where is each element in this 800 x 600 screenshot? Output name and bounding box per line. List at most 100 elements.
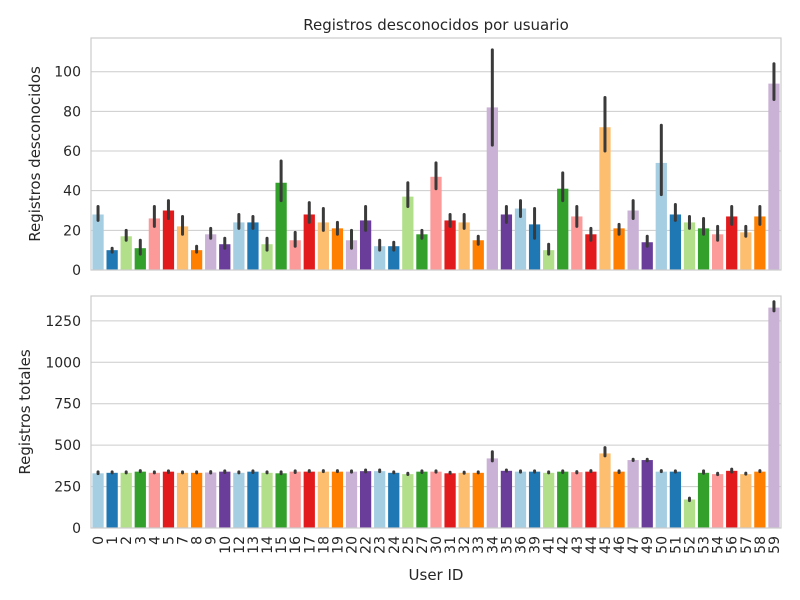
bottom-chart-bar-7 <box>176 472 189 528</box>
bottom-chart-bar-1 <box>106 472 118 528</box>
x-tick-label: 0 <box>91 536 107 545</box>
top-chart-bar-53 <box>697 228 710 270</box>
bottom-chart-y-ticks: 0 250 500 750 1000 1250 <box>45 314 81 537</box>
x-tick-label: 58 <box>753 536 769 554</box>
x-tick-label: 8 <box>190 536 206 545</box>
top-chart-bar-57 <box>740 232 752 270</box>
top-chart-bar-14 <box>261 244 273 270</box>
bottom-chart-bar-31 <box>444 473 456 528</box>
bottom-chart-bar-41 <box>543 472 555 528</box>
top-chart-y-tick-label: 20 <box>63 223 81 239</box>
top-chart: Registros desconocidos por usuario Regis… <box>26 16 782 279</box>
x-tick-label: 25 <box>401 536 417 554</box>
top-chart-bar-15 <box>275 182 287 270</box>
x-tick-label: 5 <box>161 536 177 545</box>
bottom-chart-bar-49 <box>641 460 653 528</box>
x-tick-label: 22 <box>359 536 375 554</box>
bottom-chart-error-bars <box>96 300 776 503</box>
top-chart-title: Registros desconocidos por usuario <box>303 16 569 34</box>
top-chart-bar-24 <box>388 246 400 270</box>
bottom-chart-bar-13 <box>247 471 259 528</box>
x-tick-label: 24 <box>387 536 403 554</box>
bottom-chart-bar-17 <box>303 471 315 528</box>
x-tick-label: 45 <box>598 536 614 554</box>
x-tick-label: 53 <box>697 536 713 554</box>
bottom-chart-y-tick-label: 500 <box>54 438 81 454</box>
top-chart-bar-0 <box>92 214 104 270</box>
bottom-chart-bar-30 <box>430 471 442 528</box>
x-tick-label: 43 <box>570 536 586 554</box>
top-chart-error-bars <box>96 48 776 256</box>
x-tick-label: 7 <box>176 536 192 545</box>
bottom-chart-bar-24 <box>388 472 400 528</box>
bottom-chart-bar-8 <box>190 472 203 528</box>
top-chart-bar-51 <box>669 214 682 270</box>
x-tick-label: 14 <box>260 536 276 554</box>
x-tick-label: 18 <box>316 536 332 554</box>
top-chart-bar-54 <box>712 234 724 270</box>
x-tick-label: 44 <box>584 536 600 554</box>
bottom-chart-bar-5 <box>162 471 175 528</box>
top-chart-bar-47 <box>627 210 639 270</box>
top-chart-bar-20 <box>345 240 358 270</box>
x-tick-label: 47 <box>626 536 642 554</box>
top-chart-bar-32 <box>458 222 470 270</box>
top-chart-y-tick-label: 100 <box>54 65 81 81</box>
bottom-chart-ylabel: Registros totales <box>16 349 34 474</box>
bottom-chart-bar-58 <box>754 471 766 528</box>
bottom-chart-bar-18 <box>317 471 329 528</box>
bottom-chart-x-ticks: 0123457891012131415161718192022232425273… <box>91 536 783 554</box>
x-tick-label: 31 <box>443 536 459 554</box>
x-tick-label: 41 <box>542 536 558 554</box>
bottom-chart-bar-4 <box>148 472 160 528</box>
bottom-chart-bar-39 <box>528 471 541 528</box>
top-chart-y-tick-label: 40 <box>63 184 81 200</box>
top-chart-bar-44 <box>585 234 597 270</box>
x-tick-label: 54 <box>711 536 727 554</box>
top-chart-bars <box>92 83 780 271</box>
top-chart-ylabel: Registros desconocidos <box>26 66 44 242</box>
x-tick-label: 4 <box>147 536 163 545</box>
x-tick-label: 23 <box>373 536 389 554</box>
x-tick-label: 33 <box>471 536 487 554</box>
bottom-chart-bar-2 <box>120 472 132 528</box>
top-chart-bar-35 <box>500 214 513 270</box>
top-chart-bar-7 <box>176 226 189 270</box>
x-tick-label: 9 <box>204 536 220 545</box>
top-chart-bar-16 <box>289 240 301 270</box>
top-chart-bar-4 <box>148 218 160 270</box>
bottom-chart-bar-12 <box>233 472 245 528</box>
bottom-chart-bar-51 <box>669 471 682 528</box>
top-chart-bar-18 <box>317 222 329 270</box>
x-tick-label: 46 <box>612 536 628 554</box>
bottom-chart-bar-25 <box>402 474 414 528</box>
top-chart-bar-1 <box>106 250 118 270</box>
x-tick-label: 17 <box>302 536 318 554</box>
bottom-chart-bar-19 <box>331 471 344 528</box>
bottom-chart-xlabel: User ID <box>409 566 464 584</box>
bottom-chart-bar-35 <box>500 470 513 528</box>
bottom-chart-bar-9 <box>205 472 217 528</box>
bottom-chart-bar-20 <box>345 471 358 528</box>
top-chart-bar-46 <box>613 228 625 270</box>
top-chart-bar-25 <box>402 196 414 270</box>
top-chart-bar-33 <box>472 240 484 270</box>
bottom-chart-bar-47 <box>627 460 639 528</box>
bottom-chart-bar-3 <box>134 471 146 528</box>
x-tick-label: 32 <box>457 536 473 554</box>
top-chart-bar-19 <box>331 228 344 270</box>
bottom-chart-bar-57 <box>740 474 752 528</box>
top-chart-bar-12 <box>233 222 245 270</box>
top-chart-bar-17 <box>303 214 315 270</box>
x-tick-label: 57 <box>739 536 755 554</box>
x-tick-label: 2 <box>119 536 135 545</box>
x-tick-label: 30 <box>429 536 445 554</box>
top-chart-bar-3 <box>134 248 146 270</box>
top-chart-bar-49 <box>641 242 653 270</box>
bottom-chart-bar-15 <box>275 473 287 528</box>
top-chart-bar-56 <box>726 216 738 270</box>
bottom-chart-y-tick-label: 1250 <box>45 314 81 330</box>
top-chart-bar-58 <box>754 216 766 270</box>
top-chart-bar-13 <box>247 222 259 270</box>
